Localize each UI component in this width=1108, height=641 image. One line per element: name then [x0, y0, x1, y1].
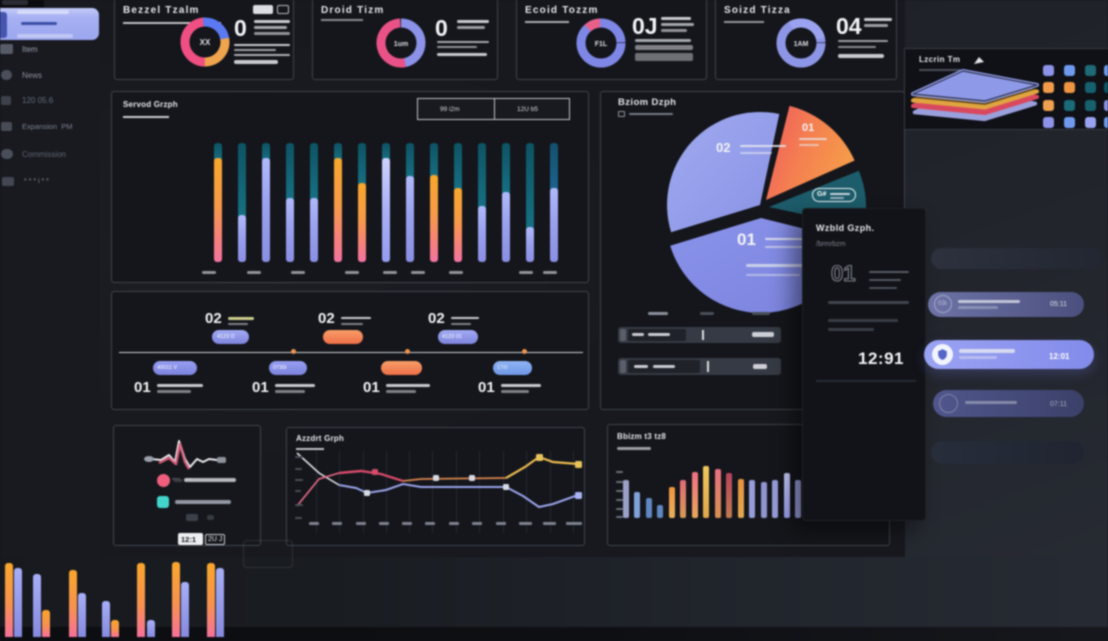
svg-text:1um: 1um — [394, 41, 408, 48]
svg-text:XX: XX — [200, 38, 211, 47]
svg-text:1AM: 1AM — [794, 41, 809, 48]
svg-text:F1L: F1L — [595, 41, 608, 48]
